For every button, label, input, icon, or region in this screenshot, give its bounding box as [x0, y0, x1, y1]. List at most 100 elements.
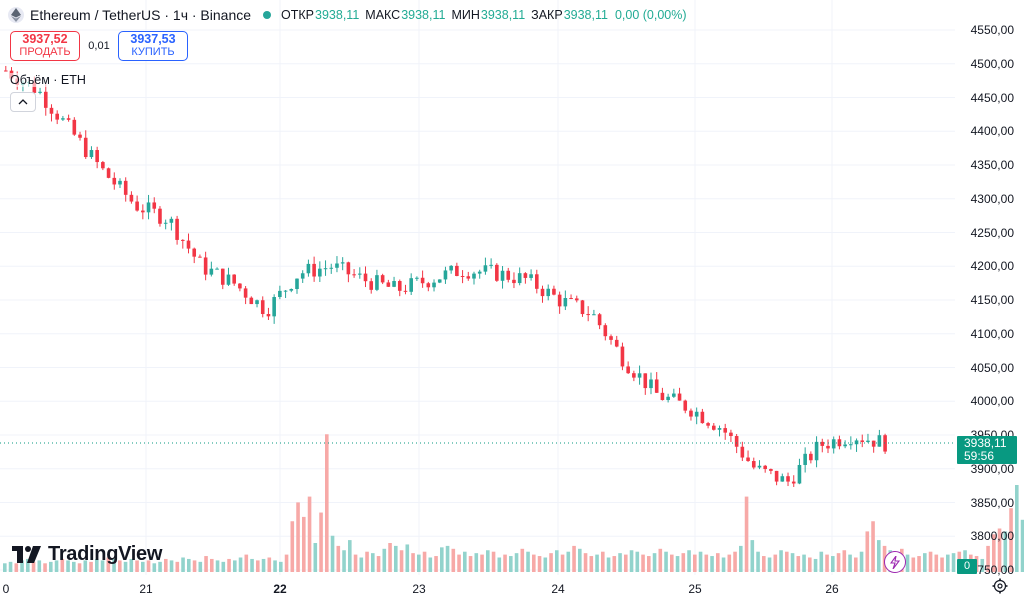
- volume-bar: [572, 545, 576, 572]
- candle-body: [415, 277, 419, 279]
- candle-body: [318, 268, 322, 277]
- candle-body: [158, 208, 162, 224]
- volume-bar: [198, 561, 203, 572]
- volume-bar: [779, 550, 783, 572]
- candle-body: [552, 288, 556, 295]
- candle-body: [620, 346, 625, 367]
- volume-bar: [951, 553, 956, 572]
- candle-body: [472, 273, 476, 279]
- price-tick-label: 4300,00: [970, 191, 1014, 206]
- volume-bar: [480, 554, 484, 572]
- volume-bar: [348, 540, 352, 572]
- price-tick-label: 4150,00: [970, 293, 1014, 307]
- volume-bar: [802, 554, 806, 572]
- candle-body: [255, 300, 259, 305]
- volume-bar: [911, 557, 916, 572]
- candle-body: [723, 428, 728, 433]
- volume-bar: [928, 551, 933, 572]
- candle-body: [198, 256, 202, 258]
- candle-body: [854, 440, 859, 445]
- volume-bar: [1009, 508, 1013, 572]
- last-volume-tag: 0: [957, 559, 977, 574]
- bar-countdown: 59:56: [964, 449, 995, 463]
- candle-body: [477, 271, 482, 274]
- candle-body: [866, 440, 870, 442]
- candle-body: [312, 263, 316, 277]
- volume-bar: [215, 560, 220, 572]
- volume-bar: [440, 547, 444, 572]
- candle-body: [106, 168, 111, 178]
- candle-body: [517, 273, 522, 284]
- candle-body: [226, 274, 231, 285]
- time-tick-label: 23: [412, 582, 426, 596]
- volume-bar: [359, 557, 364, 572]
- candle-body: [603, 325, 608, 337]
- volume-bar: [629, 550, 634, 572]
- volume-bar: [382, 548, 387, 572]
- market-open-dot-icon: [263, 11, 272, 19]
- trade-buttons: 3937,52 ПРОДАТЬ 0,01 3937,53 КУПИТЬ: [10, 31, 188, 61]
- candle-body: [746, 457, 750, 462]
- volume-bar: [141, 561, 145, 572]
- candle-body: [826, 445, 830, 449]
- price-tick-label: 4450,00: [970, 90, 1014, 105]
- volume-bar: [716, 553, 720, 572]
- candle-body: [163, 222, 168, 224]
- volume-bar: [192, 560, 197, 572]
- gear-icon[interactable]: [992, 578, 1008, 594]
- volume-bar: [451, 548, 456, 572]
- volume-bar: [233, 560, 237, 572]
- candle-body: [135, 201, 139, 211]
- volume-bar: [457, 554, 461, 572]
- volume-bar: [583, 553, 588, 572]
- volume-bar: [365, 551, 369, 572]
- sell-button[interactable]: 3937,52 ПРОДАТЬ: [10, 31, 80, 61]
- volume-bar: [865, 531, 870, 572]
- volume-bar: [49, 561, 53, 572]
- volume-bar: [20, 560, 24, 572]
- candle-body: [32, 81, 37, 93]
- ethereum-icon: [8, 7, 24, 23]
- volume-bar: [813, 558, 818, 572]
- candle-body: [346, 262, 351, 275]
- chart-grid: [0, 0, 955, 575]
- candle-body: [797, 464, 802, 484]
- candle-body: [169, 218, 174, 223]
- candle-body: [540, 288, 545, 297]
- volume-bar: [514, 553, 519, 572]
- price-tick-label: 4500,00: [970, 56, 1014, 71]
- candle-body: [683, 400, 688, 411]
- volume-bar: [578, 548, 582, 572]
- volume-legend[interactable]: Объём · ETH: [10, 73, 86, 87]
- symbol-legend[interactable]: Ethereum / TetherUS · 1ч · Binance ОТКР3…: [8, 7, 687, 23]
- collapse-legend-button[interactable]: [10, 92, 36, 112]
- volume-bar: [54, 560, 59, 572]
- candle-body: [181, 239, 185, 241]
- symbol-title[interactable]: Ethereum / TetherUS · 1ч · Binance: [30, 7, 252, 23]
- volume-bar: [1015, 485, 1019, 572]
- candle-body: [449, 265, 453, 271]
- candle-body: [4, 70, 8, 72]
- volume-bar: [313, 543, 318, 572]
- volume-bar: [66, 560, 70, 572]
- price-tick-label: 4550,00: [970, 23, 1014, 37]
- volume-bar: [767, 557, 772, 572]
- alerts-lightning-button[interactable]: [884, 551, 906, 573]
- candle-body: [877, 435, 882, 447]
- candle-body: [272, 297, 276, 317]
- volume-bar: [986, 545, 990, 572]
- buy-button[interactable]: 3937,53 КУПИТЬ: [118, 31, 188, 61]
- volume-bar: [773, 554, 778, 572]
- volume-bar: [934, 554, 939, 572]
- candle-body: [358, 273, 362, 275]
- tradingview-logo[interactable]: TradingView: [12, 543, 162, 566]
- candle-body: [220, 268, 225, 285]
- volume-bar: [658, 548, 663, 572]
- candle-body: [495, 264, 499, 281]
- volume-bar: [836, 553, 841, 572]
- candle-body: [101, 162, 105, 169]
- volume-bar: [290, 521, 295, 572]
- tradingview-logo-icon: [12, 546, 41, 563]
- candle-body: [483, 265, 488, 272]
